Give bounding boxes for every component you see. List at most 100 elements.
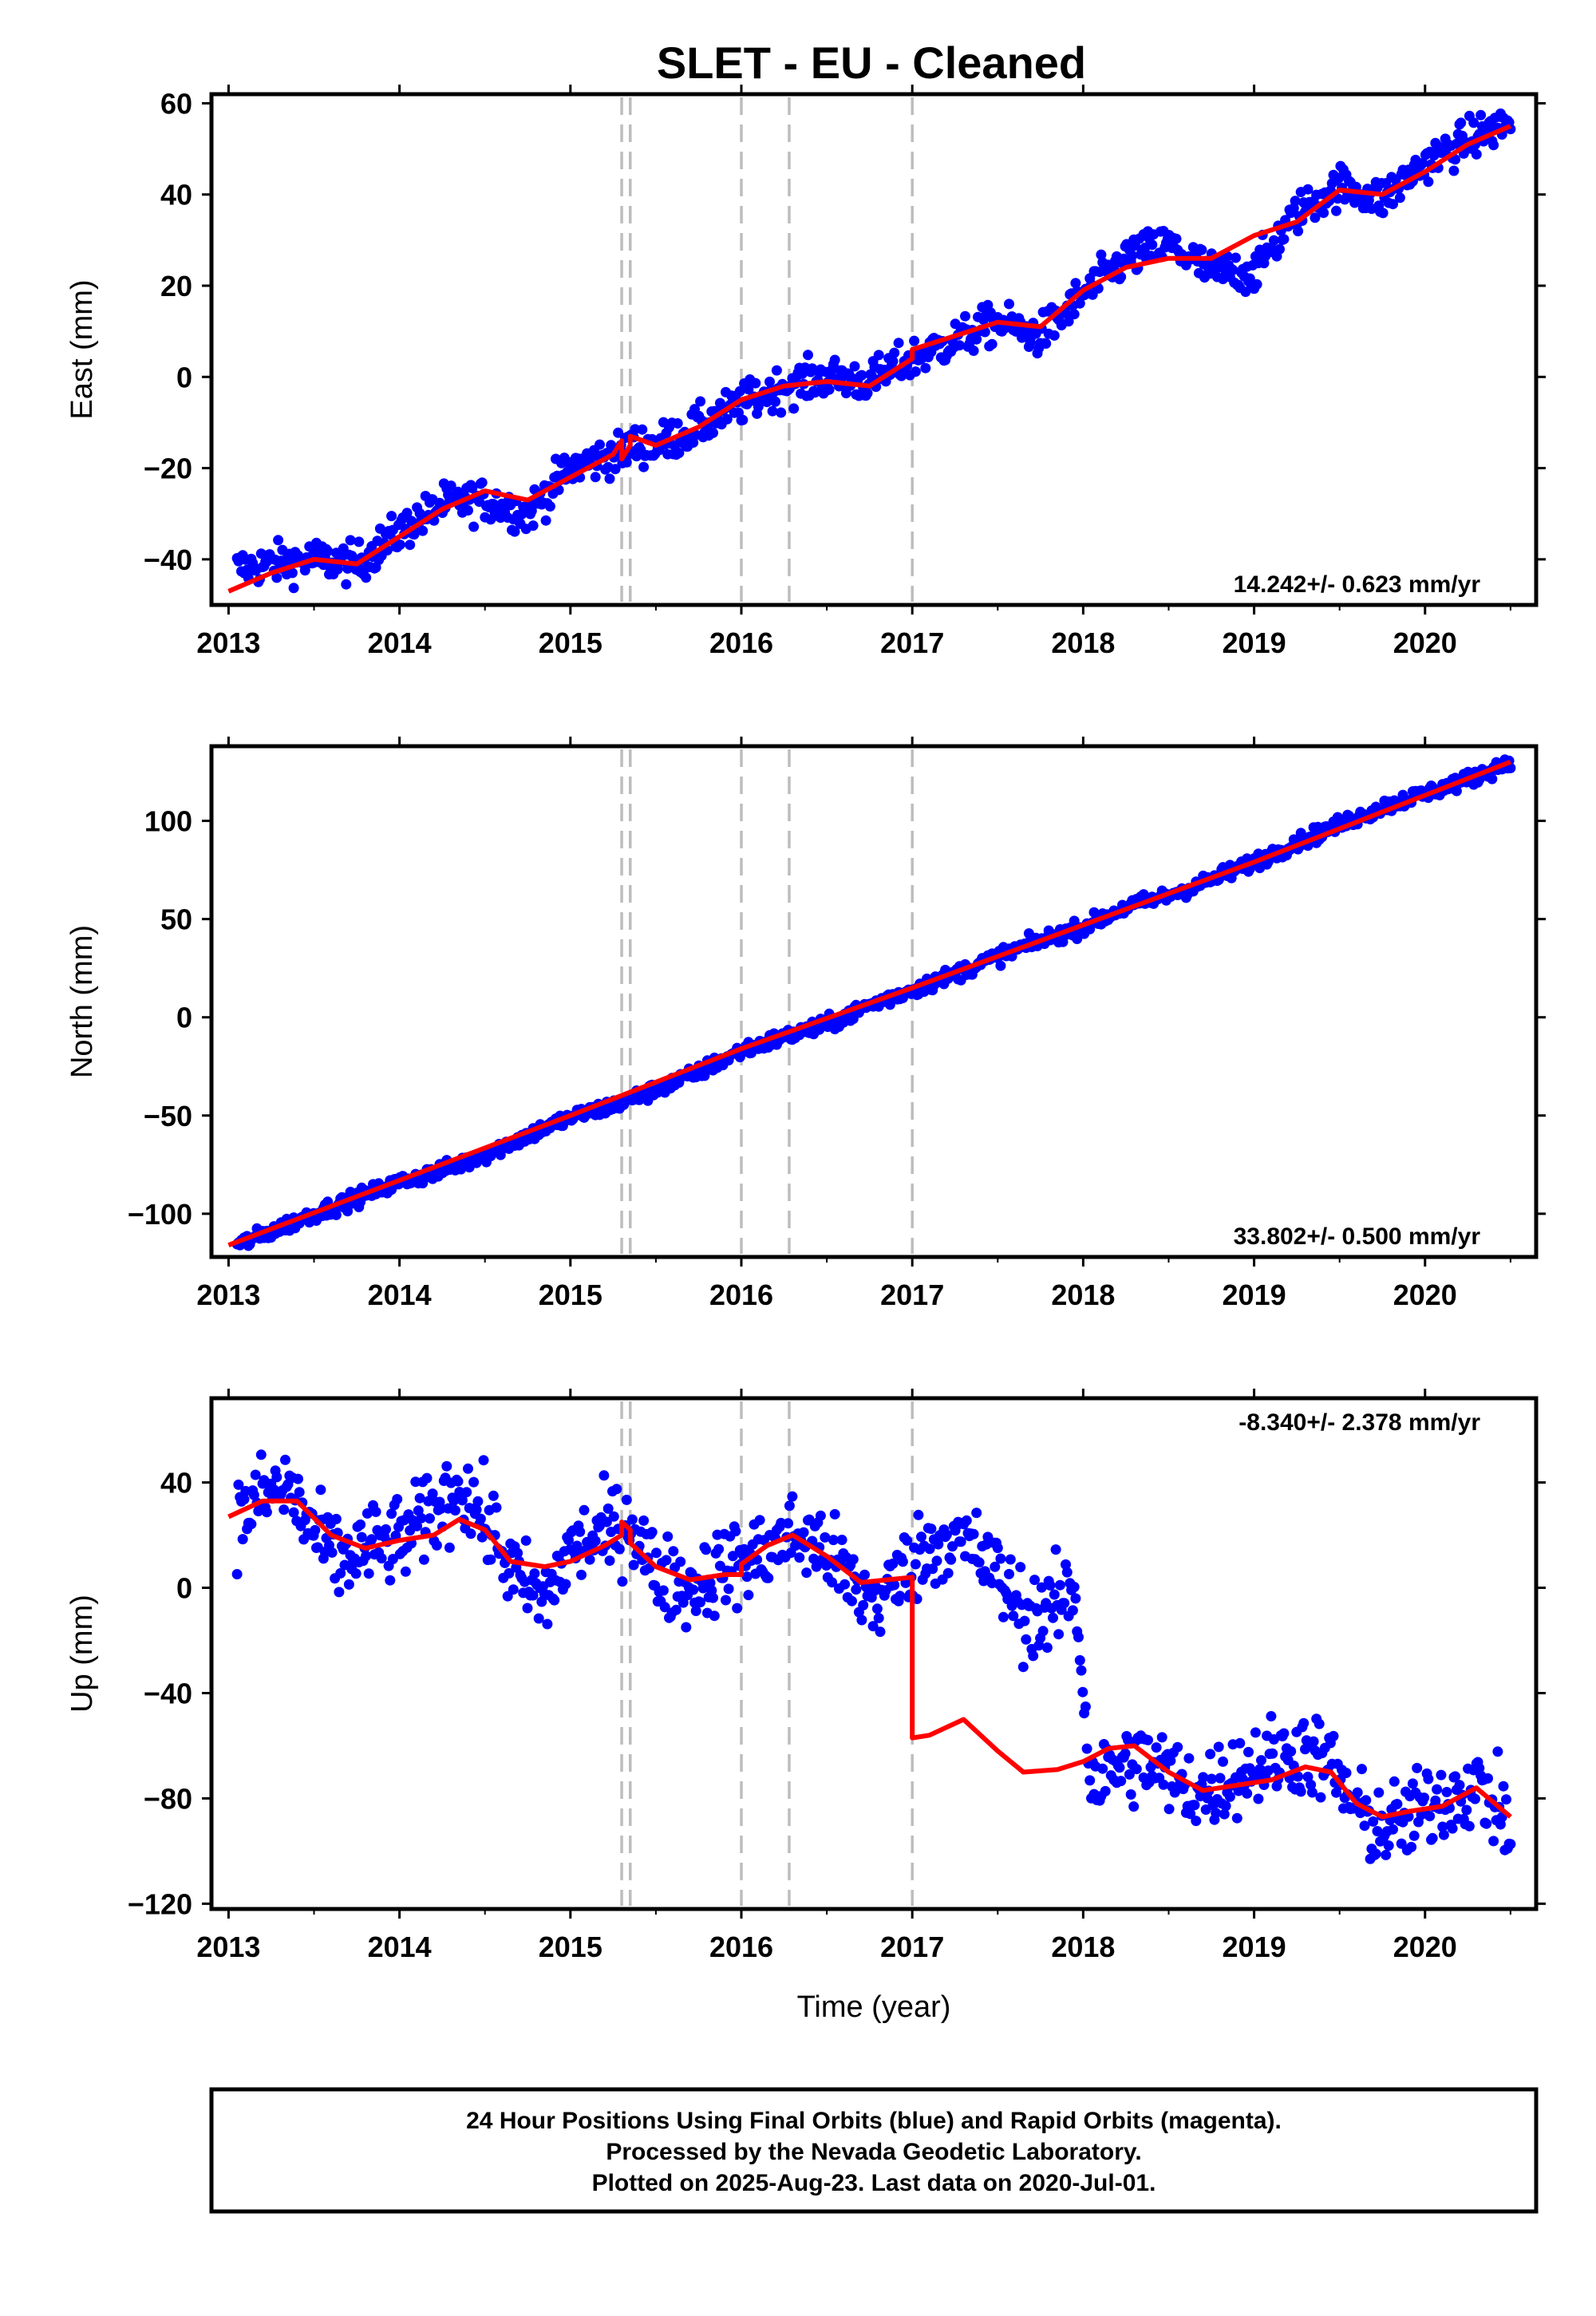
north-x-tick-label: 2015 [539,1279,602,1311]
up-point [1235,1737,1246,1749]
north-rate-label: 33.802+/- 0.500 mm/yr [1234,1223,1481,1250]
up-point [902,1535,913,1546]
up-point [847,1554,859,1565]
up-point [839,1579,851,1590]
up-point [1256,1755,1266,1766]
east-point [341,579,352,590]
east-x-tick-label: 2020 [1393,626,1457,659]
up-point [1084,1775,1096,1786]
north-point [330,1209,342,1220]
up-point [248,1489,259,1500]
up-point [787,1491,798,1502]
east-point [394,539,405,550]
up-point [829,1508,840,1520]
east-point [968,346,979,356]
up-point [688,1584,699,1595]
up-point [246,1519,257,1530]
up-point [504,1567,515,1579]
up-point [617,1576,628,1587]
east-point [452,486,464,497]
up-points [231,1449,1516,1864]
up-point [1156,1732,1167,1743]
up-point [1172,1741,1183,1753]
up-point [1213,1741,1224,1753]
up-point [910,1559,921,1570]
up-point [527,1590,539,1601]
up-point [350,1568,361,1579]
up-point [1470,1793,1480,1804]
east-point [638,461,650,472]
east-point [288,583,299,594]
east-point [1227,264,1238,275]
north-y-tick-label: 50 [160,903,192,936]
up-point [1464,1820,1475,1832]
up-point [471,1504,482,1516]
up-x-tick-label: 2018 [1051,1931,1115,1963]
east-point [1476,109,1487,121]
up-point [1488,1836,1499,1847]
up-point [1373,1787,1385,1798]
east-point [610,464,621,475]
up-point [598,1470,610,1481]
east-x-tick-label: 2019 [1223,626,1286,659]
east-point [960,310,970,322]
east-point [920,362,931,373]
east-point [695,396,706,407]
up-point [798,1527,809,1538]
east-point [1069,309,1080,320]
up-point [237,1534,248,1545]
up-point [529,1568,540,1579]
up-point [1045,1580,1056,1591]
up-point [1158,1779,1169,1790]
up-point [924,1543,935,1555]
up-frame [209,1396,1539,1911]
up-point [1302,1772,1314,1782]
up-point [1215,1773,1226,1784]
up-point [942,1567,954,1579]
east-point [1041,338,1052,349]
up-point [412,1520,423,1531]
up-point [990,1561,1001,1572]
east-point [401,508,413,519]
up-point [1481,1818,1492,1829]
up-point [1306,1787,1317,1798]
up-point [873,1613,884,1623]
up-point [1076,1665,1087,1676]
up-point [1037,1626,1049,1637]
up-point [1185,1808,1196,1820]
up-point [916,1531,926,1543]
up-point [1407,1778,1418,1789]
footer-frame [209,2087,1539,2214]
up-point [361,1551,372,1562]
north-x-tick-label: 2014 [368,1279,432,1311]
footer-box: 24 Hour Positions Using Final Orbits (bl… [209,2087,1539,2214]
up-point [723,1583,734,1595]
east-point [445,480,456,492]
east-point [764,376,775,387]
east-point [829,354,840,366]
up-point [913,1509,924,1520]
east-point [286,567,298,579]
north-x-tick-label: 2016 [709,1279,773,1311]
east-point [468,521,480,532]
up-point [859,1569,870,1580]
up-point [741,1571,753,1583]
up-point [815,1510,826,1521]
east-point [1004,298,1014,310]
up-point [1441,1787,1452,1797]
east-point [788,403,800,414]
up-point [1053,1629,1065,1640]
up-point [1054,1579,1065,1591]
up-point [1314,1718,1325,1729]
east-point [509,526,520,537]
up-point [931,1555,942,1567]
east-point [1488,140,1499,151]
up-point [1242,1788,1253,1799]
up-point [1298,1717,1310,1729]
up-point [392,1494,403,1504]
up-point [1029,1575,1040,1586]
up-x-tick-label: 2015 [539,1931,602,1963]
east-model-line [227,124,1512,594]
east-point [771,365,782,376]
up-point [416,1512,427,1524]
